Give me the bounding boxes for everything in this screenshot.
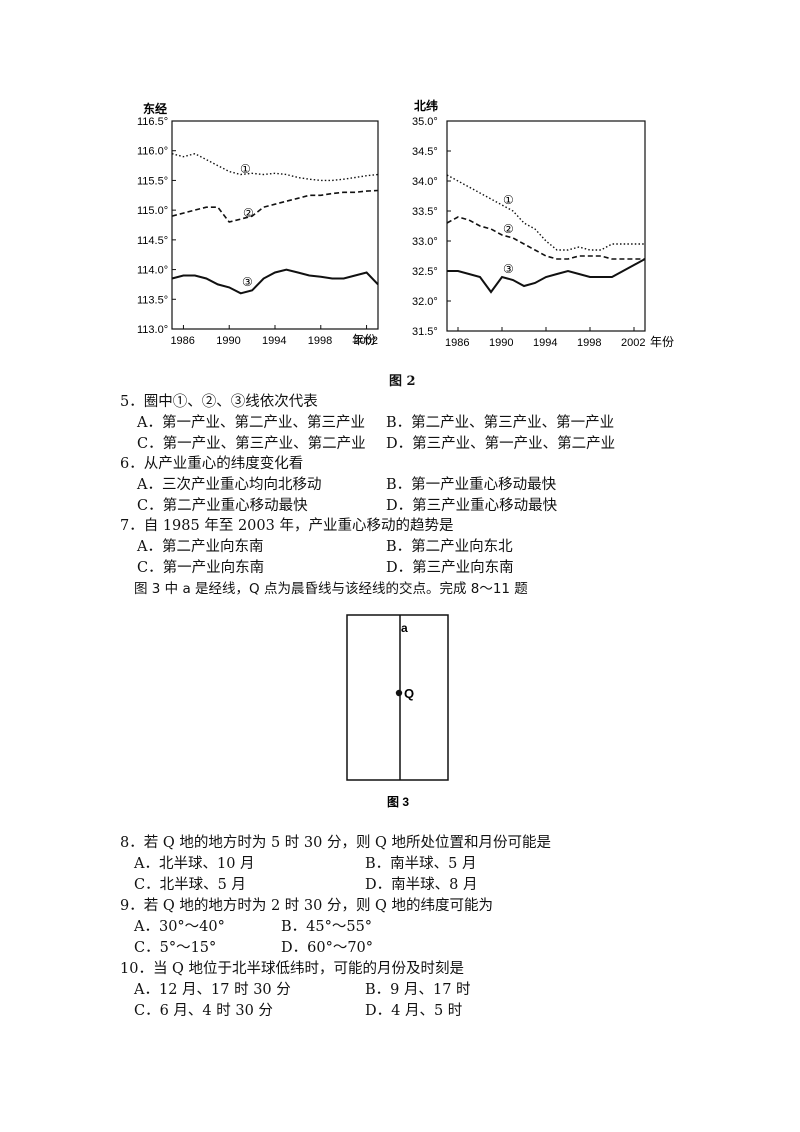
question-8-option-b: B．南半球、5 月: [365, 856, 477, 872]
right-ytick-label: 34.5°: [412, 146, 438, 158]
left-ytick-label: 115.0°: [137, 205, 168, 217]
question-10-option-d: D．4 月、5 时: [365, 1003, 463, 1019]
label-a: a: [401, 621, 408, 635]
right-ytick-label: 32.0°: [412, 296, 438, 308]
figure-2: 东经 116.5° 116.0° 115.5° 115.0° 114.5° 114.0° 1…: [137, 98, 674, 349]
question-7-stem: 7．自 1985 年至 2003 年，产业重心移动的趋势是: [120, 518, 454, 534]
left-xtick-label: 1994: [262, 335, 286, 347]
left-series-label-2: ②: [243, 206, 254, 220]
question-6-stem: 6．从产业重心的纬度变化看: [120, 456, 304, 472]
left-ytick-label: 115.5°: [137, 175, 168, 187]
question-10-option-c: C．6 月、4 时 30 分: [134, 1003, 273, 1019]
figure-3: a Q 图 3: [346, 614, 449, 809]
left-ylabel: 东经: [143, 101, 167, 116]
question-8-option-d: D．南半球、8 月: [365, 877, 478, 893]
question-6-option-a: A．三次产业重心均向北移动: [137, 477, 322, 493]
right-ytick-label: 34.0°: [412, 176, 438, 188]
right-xunit: 年份: [650, 335, 674, 349]
right-ytick-label: 31.5°: [412, 326, 438, 338]
question-10-stem: 10．当 Q 地位于北半球低纬时，可能的月份及时刻是: [120, 961, 465, 977]
right-ytick-label: 33.5°: [412, 206, 438, 218]
question-5-stem: 5．圈中①、②、③线依次代表: [120, 394, 318, 410]
label-q: Q: [404, 686, 414, 701]
question-8-option-c: C．北半球、5 月: [134, 877, 246, 893]
right-xtick-label: 1998: [577, 337, 601, 349]
left-xtick-label: 1986: [170, 335, 194, 347]
figure-2-caption: 图 2: [389, 374, 416, 389]
figure-3-caption: 图 3: [387, 795, 409, 809]
question-7-option-c: C．第一产业向东南: [137, 560, 265, 576]
left-ytick-label: 114.0°: [137, 265, 168, 277]
right-ytick-label: 32.5°: [412, 266, 438, 278]
point-q: [395, 689, 403, 697]
right-ytick-label: 33.0°: [412, 236, 438, 248]
question-7-option-d: D．第三产业向东南: [386, 560, 514, 576]
right-xtick-label: 1990: [489, 337, 513, 349]
left-xtick-label: 1990: [216, 335, 240, 347]
question-9-option-d: D．60°～70°: [281, 940, 374, 956]
left-series-line-2: [171, 189, 379, 223]
right-series-label-3: ③: [503, 262, 514, 276]
right-series-line-2: [446, 216, 645, 260]
right-xtick-label: 2002: [621, 337, 645, 349]
right-ylabel: 北纬: [414, 98, 438, 113]
question-5-option-d: D．第三产业、第一产业、第二产业: [386, 436, 616, 452]
left-ytick-label: 114.5°: [137, 235, 168, 247]
left-ytick-label: 116.0°: [137, 146, 168, 158]
question-6-option-d: D．第三产业重心移动最快: [386, 498, 558, 514]
intro-text: 图 3 中 a 是经线，Q 点为晨昏线与该经线的交点。完成 8～11 题: [134, 581, 528, 597]
left-xtick-label: 1998: [308, 335, 332, 347]
question-10-option-a: A．12 月、17 时 30 分: [134, 982, 291, 998]
question-8-stem: 8．若 Q 地的地方时为 5 时 30 分，则 Q 地所处位置和月份可能是: [120, 835, 552, 851]
right-series-line-3: [447, 258, 646, 294]
question-5-option-c: C．第一产业、第三产业、第二产业: [137, 436, 366, 452]
left-series-line-1: [171, 152, 379, 182]
right-series-line-1: [446, 174, 645, 251]
figure-3-frame: [346, 614, 449, 781]
left-ytick-label: 113.0°: [137, 324, 168, 336]
right-ytick-label: 35.0°: [412, 116, 438, 128]
question-8-option-a: A．北半球、10 月: [134, 856, 255, 872]
right-xtick-label: 1986: [445, 337, 469, 349]
question-5-option-b: B．第二产业、第三产业、第一产业: [386, 415, 615, 431]
right-series-label-1: ①: [503, 193, 514, 207]
question-6-option-c: C．第二产业重心移动最快: [137, 498, 308, 514]
question-9-stem: 9．若 Q 地的地方时为 2 时 30 分，则 Q 地的纬度可能为: [120, 898, 494, 914]
right-xtick-label: 1994: [533, 337, 557, 349]
question-10-option-b: B．9 月、17 时: [365, 982, 471, 998]
question-9-option-b: B．45°～55°: [281, 919, 373, 935]
left-plot-frame: [171, 120, 379, 330]
latitude-chart: 北纬 35.0° 34.5° 34.0° 33.5° 33.0° 32.5° 32.0° 31…: [412, 98, 674, 349]
left-ytick-label: 113.5°: [137, 294, 168, 306]
question-9-option-c: C．5°～15°: [134, 940, 217, 956]
left-series-line-3: [171, 268, 379, 295]
question-6-option-b: B．第一产业重心移动最快: [386, 477, 557, 493]
question-5-option-a: A．第一产业、第二产业、第三产业: [137, 415, 365, 431]
left-ytick-label: 116.5°: [137, 116, 168, 128]
left-xunit: 年份: [352, 333, 376, 347]
question-9-option-a: A．30°～40°: [134, 919, 225, 935]
right-series-label-2: ②: [503, 222, 514, 236]
right-plot-frame: [446, 120, 646, 332]
question-7-option-b: B．第二产业向东北: [386, 539, 513, 555]
longitude-chart: 东经 116.5° 116.0° 115.5° 115.0° 114.5° 114.0° 1…: [137, 101, 379, 347]
question-7-option-a: A．第二产业向东南: [137, 539, 264, 555]
left-series-label-1: ①: [240, 162, 251, 176]
left-series-label-3: ③: [242, 275, 253, 289]
left-xtick-label: 2002: [354, 335, 378, 347]
